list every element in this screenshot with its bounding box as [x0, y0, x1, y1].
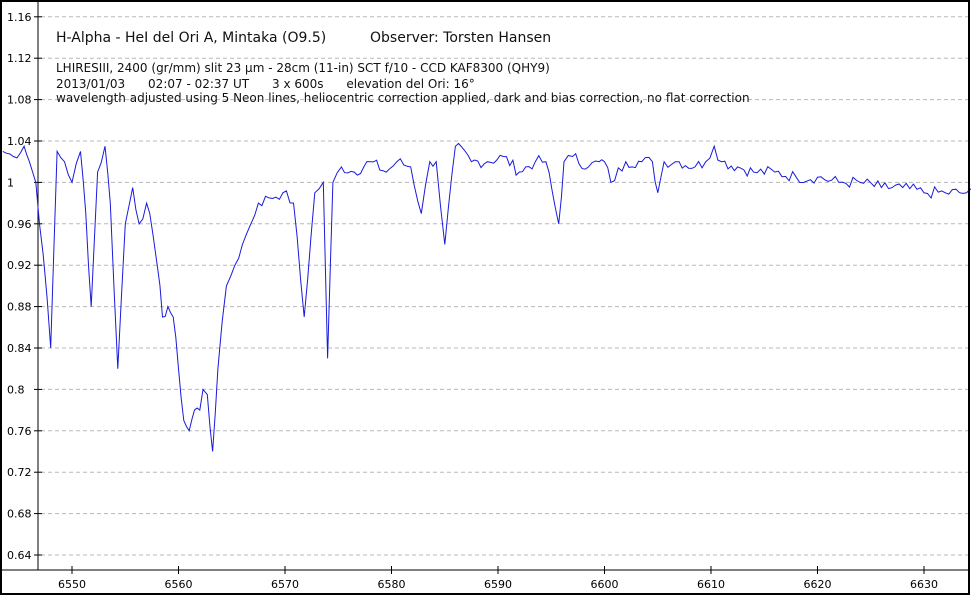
- spectrum-line: [2, 142, 971, 452]
- chart-title: H-Alpha - HeI del Ori A, Mintaka (O9.5): [56, 30, 326, 46]
- y-tick-label: 1.12: [7, 52, 32, 65]
- y-tick-label: 0.84: [7, 342, 32, 355]
- x-axis: 6550656065706580659066006610662066306640…: [2, 566, 969, 591]
- y-tick-label: 0.68: [7, 508, 32, 521]
- y-tick-label: 0.76: [7, 425, 32, 438]
- x-tick-label: 6630: [910, 578, 938, 591]
- x-tick-label: 6550: [58, 578, 86, 591]
- x-tick-label: 6610: [697, 578, 725, 591]
- x-tick-label: 6620: [804, 578, 832, 591]
- observer-label: Observer: Torsten Hansen: [370, 30, 551, 46]
- y-tick-label: 1.04: [7, 135, 32, 148]
- annotation-instrument: LHIRESIII, 2400 (gr/mm) slit 23 µm - 28c…: [56, 61, 550, 75]
- y-tick-label: 0.64: [7, 549, 32, 562]
- annotation-processing: wavelength adjusted using 5 Neon lines, …: [56, 91, 750, 105]
- y-tick-label: 0.8: [7, 383, 25, 396]
- y-tick-label: 1.08: [7, 94, 32, 107]
- x-tick-label: 6580: [378, 578, 406, 591]
- y-tick-label: 1.16: [7, 11, 32, 24]
- y-tick-label: 0.88: [7, 301, 32, 314]
- x-tick-label: 6570: [271, 578, 299, 591]
- y-axis: 0.64 0.68 0.72 0.76 0.8 0.84 0.88 0.92 0.96 1 1.04…: [7, 2, 42, 570]
- annotation-date: 2013/01/03 02:07 - 02:37 UT 3 x 600s ele…: [56, 77, 475, 91]
- x-tick-label: 6600: [591, 578, 619, 591]
- chart-header: H-Alpha - HeI del Ori A, Mintaka (O9.5) …: [56, 30, 750, 105]
- y-tick-label: 0.96: [7, 218, 32, 231]
- y-tick-label: 0.92: [7, 259, 32, 272]
- y-tick-label: 0.72: [7, 466, 32, 479]
- y-tick-label: 1: [7, 176, 14, 189]
- x-tick-label: 6590: [484, 578, 512, 591]
- x-tick-label: 6560: [165, 578, 193, 591]
